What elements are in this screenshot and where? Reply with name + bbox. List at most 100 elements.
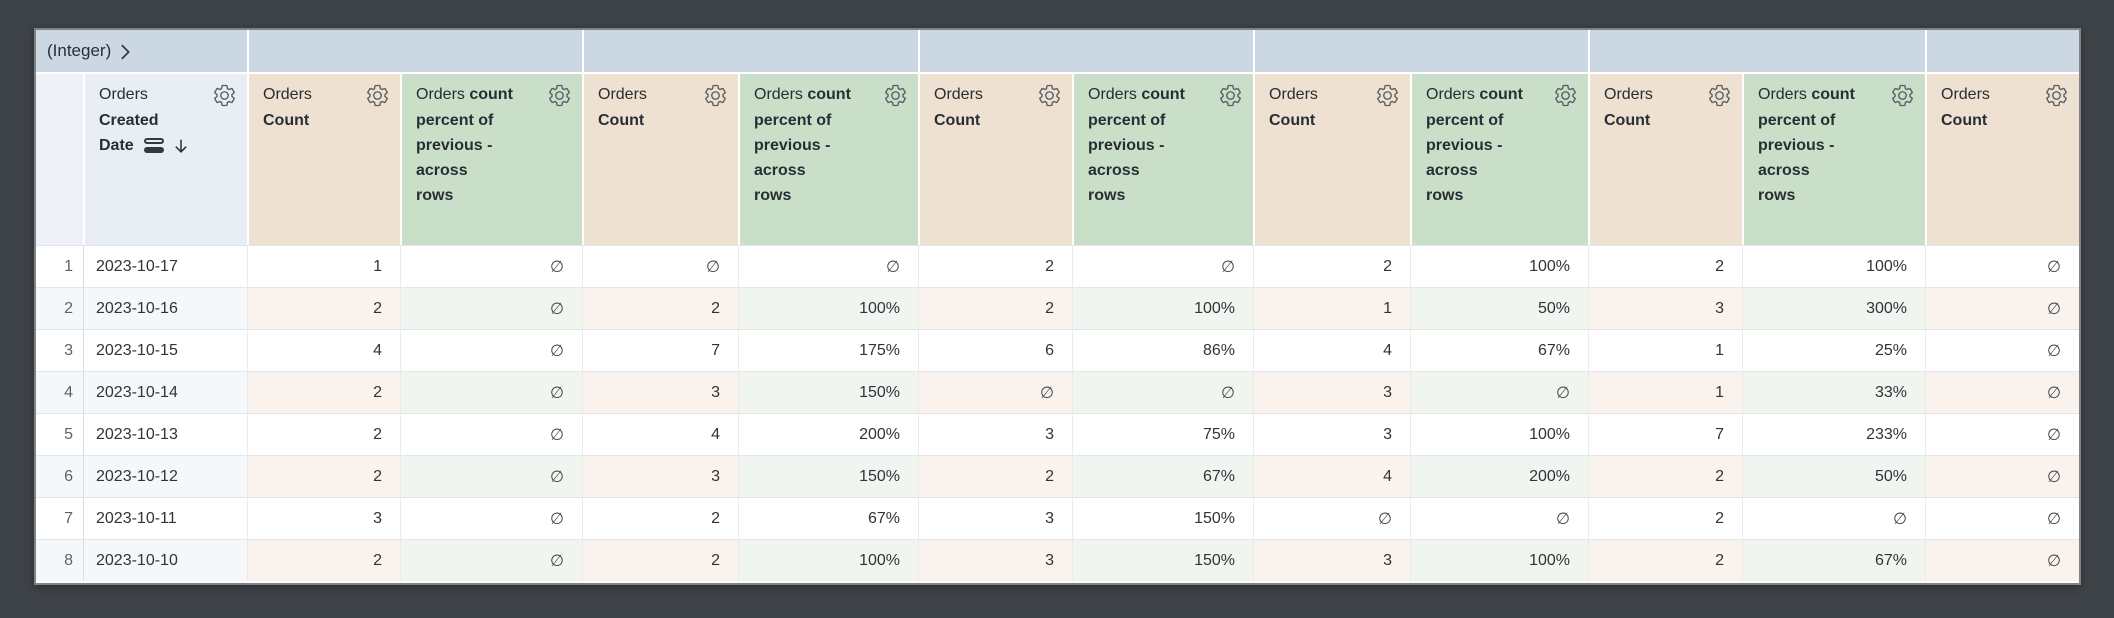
- percent-cell[interactable]: 67%: [738, 497, 918, 539]
- count-cell[interactable]: 4: [1253, 455, 1410, 497]
- gear-icon[interactable]: [883, 82, 908, 108]
- date-cell[interactable]: 2023-10-17: [83, 245, 247, 287]
- view-name-label: Orders: [1941, 86, 1990, 103]
- count-cell[interactable]: 2: [1588, 245, 1742, 287]
- count-cell: ∅: [1925, 497, 2079, 539]
- count-cell[interactable]: 2: [918, 455, 1072, 497]
- percent-cell[interactable]: 100%: [1410, 245, 1588, 287]
- count-cell[interactable]: 2: [582, 497, 738, 539]
- percent-cell[interactable]: 200%: [738, 413, 918, 455]
- count-cell[interactable]: 2: [582, 539, 738, 581]
- count-cell[interactable]: 4: [582, 413, 738, 455]
- count-cell[interactable]: 4: [1253, 329, 1410, 371]
- view-name-label: Orders: [416, 86, 465, 103]
- column-header-count[interactable]: Orders Count: [247, 72, 400, 245]
- date-cell[interactable]: 2023-10-15: [83, 329, 247, 371]
- count-cell[interactable]: 2: [247, 287, 400, 329]
- gear-icon[interactable]: [365, 82, 390, 108]
- percent-cell[interactable]: 100%: [1072, 287, 1253, 329]
- count-cell[interactable]: 1: [1253, 287, 1410, 329]
- percent-cell[interactable]: 233%: [1742, 413, 1925, 455]
- count-cell[interactable]: 2: [1253, 245, 1410, 287]
- count-cell[interactable]: 2: [247, 413, 400, 455]
- percent-cell[interactable]: 50%: [1742, 455, 1925, 497]
- count-cell[interactable]: 2: [582, 287, 738, 329]
- gear-icon[interactable]: [1890, 82, 1915, 108]
- percent-cell[interactable]: 86%: [1072, 329, 1253, 371]
- count-cell[interactable]: 3: [918, 497, 1072, 539]
- gear-icon[interactable]: [212, 82, 237, 108]
- date-cell[interactable]: 2023-10-16: [83, 287, 247, 329]
- percent-cell[interactable]: 100%: [1742, 245, 1925, 287]
- percent-cell[interactable]: 25%: [1742, 329, 1925, 371]
- count-cell[interactable]: 2: [247, 455, 400, 497]
- gear-icon[interactable]: [1707, 82, 1732, 108]
- count-cell[interactable]: 2: [1588, 497, 1742, 539]
- count-cell[interactable]: 2: [1588, 539, 1742, 581]
- date-cell[interactable]: 2023-10-10: [83, 539, 247, 581]
- percent-cell[interactable]: 75%: [1072, 413, 1253, 455]
- percent-cell[interactable]: 100%: [738, 539, 918, 581]
- column-header-count[interactable]: Orders Count: [1588, 72, 1742, 245]
- percent-cell[interactable]: 200%: [1410, 455, 1588, 497]
- pivot-field-header[interactable]: (Integer): [36, 30, 247, 72]
- date-cell[interactable]: 2023-10-13: [83, 413, 247, 455]
- column-header-percent-of-previous[interactable]: Orders count percent of previous - across ro…: [1410, 72, 1588, 245]
- count-cell[interactable]: 3: [582, 455, 738, 497]
- gear-icon[interactable]: [703, 82, 728, 108]
- column-header-percent-of-previous[interactable]: Orders count percent of previous - across ro…: [1742, 72, 1925, 245]
- gear-icon[interactable]: [2044, 82, 2069, 108]
- count-cell[interactable]: 3: [1253, 371, 1410, 413]
- count-cell[interactable]: 2: [918, 245, 1072, 287]
- count-cell[interactable]: 7: [1588, 413, 1742, 455]
- percent-cell[interactable]: 100%: [738, 287, 918, 329]
- percent-cell[interactable]: 150%: [738, 455, 918, 497]
- chevron-right-icon[interactable]: [114, 41, 136, 63]
- column-header-count[interactable]: Orders Count: [582, 72, 738, 245]
- count-cell[interactable]: 6: [918, 329, 1072, 371]
- percent-cell[interactable]: 150%: [1072, 497, 1253, 539]
- percent-cell[interactable]: 67%: [1072, 455, 1253, 497]
- column-header-created-date[interactable]: Orders Created Date: [83, 72, 247, 245]
- date-cell[interactable]: 2023-10-11: [83, 497, 247, 539]
- column-header-count[interactable]: Orders Count: [1253, 72, 1410, 245]
- percent-cell[interactable]: 300%: [1742, 287, 1925, 329]
- count-cell[interactable]: 3: [1253, 413, 1410, 455]
- count-cell[interactable]: 2: [918, 287, 1072, 329]
- count-cell[interactable]: 2: [1588, 455, 1742, 497]
- column-header-count[interactable]: Orders Count: [1925, 72, 2079, 245]
- date-cell[interactable]: 2023-10-14: [83, 371, 247, 413]
- gear-icon[interactable]: [1218, 82, 1243, 108]
- count-cell[interactable]: 1: [247, 245, 400, 287]
- percent-cell[interactable]: 67%: [1742, 539, 1925, 581]
- count-cell[interactable]: 2: [247, 539, 400, 581]
- count-cell[interactable]: 1: [1588, 329, 1742, 371]
- percent-cell[interactable]: 100%: [1410, 539, 1588, 581]
- count-cell[interactable]: 1: [1588, 371, 1742, 413]
- percent-cell[interactable]: 50%: [1410, 287, 1588, 329]
- count-cell[interactable]: 3: [918, 413, 1072, 455]
- count-cell[interactable]: 3: [247, 497, 400, 539]
- percent-cell[interactable]: 67%: [1410, 329, 1588, 371]
- column-header-count[interactable]: Orders Count: [918, 72, 1072, 245]
- count-cell[interactable]: 3: [1588, 287, 1742, 329]
- count-cell[interactable]: 7: [582, 329, 738, 371]
- column-header-percent-of-previous[interactable]: Orders count percent of previous - across ro…: [1072, 72, 1253, 245]
- date-cell[interactable]: 2023-10-12: [83, 455, 247, 497]
- gear-icon[interactable]: [1553, 82, 1578, 108]
- gear-icon[interactable]: [547, 82, 572, 108]
- gear-icon[interactable]: [1375, 82, 1400, 108]
- column-header-percent-of-previous[interactable]: Orders count percent of previous - across ro…: [738, 72, 918, 245]
- percent-cell[interactable]: 33%: [1742, 371, 1925, 413]
- count-cell[interactable]: 2: [247, 371, 400, 413]
- percent-cell[interactable]: 175%: [738, 329, 918, 371]
- gear-icon[interactable]: [1037, 82, 1062, 108]
- count-cell[interactable]: 3: [1253, 539, 1410, 581]
- percent-cell[interactable]: 150%: [1072, 539, 1253, 581]
- count-cell[interactable]: 4: [247, 329, 400, 371]
- percent-cell[interactable]: 100%: [1410, 413, 1588, 455]
- percent-cell[interactable]: 150%: [738, 371, 918, 413]
- count-cell[interactable]: 3: [582, 371, 738, 413]
- column-header-percent-of-previous[interactable]: Orders count percent of previous - across ro…: [400, 72, 582, 245]
- count-cell[interactable]: 3: [918, 539, 1072, 581]
